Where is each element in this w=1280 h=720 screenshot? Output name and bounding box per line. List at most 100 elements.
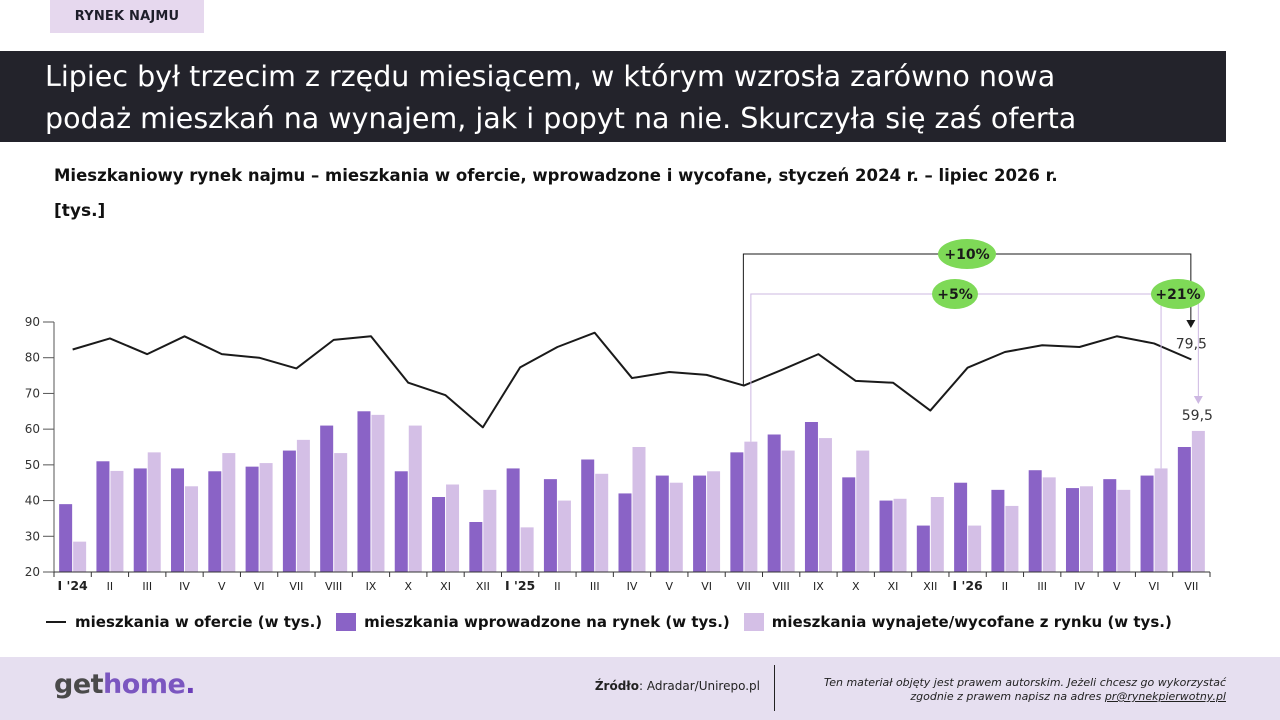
bar-introduced xyxy=(133,468,147,572)
legend-swatch-introduced xyxy=(336,613,357,631)
bar-withdrawn xyxy=(1042,477,1056,572)
arrow-offer xyxy=(1186,320,1196,328)
bar-introduced xyxy=(245,466,259,572)
label-offer-last: 79,5 xyxy=(1176,337,1207,353)
copyright-email-link[interactable]: pr@rynekpierwotny.pl xyxy=(1104,690,1226,703)
bar-withdrawn xyxy=(1117,489,1131,572)
bar-introduced xyxy=(59,504,73,572)
copyright-note: Ten materiał objęty jest prawem autorski… xyxy=(824,676,1226,704)
bar-withdrawn xyxy=(893,498,907,572)
bar-withdrawn xyxy=(557,500,571,572)
legend-item-introduced: mieszkania wprowadzone na rynek (w tys.) xyxy=(336,613,730,631)
bar-introduced xyxy=(208,471,222,572)
x-tick-label: II xyxy=(1002,580,1009,593)
bar-introduced xyxy=(1103,479,1117,572)
headline-line-1: Lipiec był trzecim z rzędu miesiącem, w … xyxy=(45,60,1056,93)
bar-withdrawn xyxy=(707,471,721,572)
y-tick-label-60: 60 xyxy=(25,422,40,436)
legend-label-line: mieszkania w ofercie (w tys.) xyxy=(75,613,323,631)
footer-divider xyxy=(774,665,775,711)
bar-introduced xyxy=(171,468,185,572)
bar-introduced xyxy=(991,489,1005,572)
footer: gethome. Źródło: Adradar/Unirepo.pl Ten … xyxy=(0,657,1280,720)
legend-item-line: mieszkania w ofercie (w tys.) xyxy=(46,613,322,631)
x-tick-label: I '25 xyxy=(505,578,535,593)
bar-introduced xyxy=(693,475,707,572)
x-tick-label: VI xyxy=(701,580,712,593)
bar-introduced xyxy=(1028,470,1042,572)
bar-withdrawn xyxy=(110,470,124,572)
bar-introduced xyxy=(357,411,371,572)
bar-withdrawn xyxy=(930,497,944,572)
bar-withdrawn xyxy=(595,473,609,572)
gethome-logo[interactable]: gethome. xyxy=(54,669,196,700)
bar-introduced xyxy=(1140,475,1154,572)
bar-introduced xyxy=(282,450,296,572)
y-tick-label-70: 70 xyxy=(25,386,40,400)
x-tick-label: VIII xyxy=(773,580,790,593)
badge-withdrawn-mom-bg xyxy=(1151,279,1205,309)
y-tick-label-80: 80 xyxy=(25,351,40,365)
bar-introduced xyxy=(320,425,334,572)
bar-withdrawn xyxy=(968,525,982,572)
copyright-line-2: zgodnie z prawem napisz na adres xyxy=(910,690,1105,703)
x-tick-label: I '26 xyxy=(952,578,983,593)
section-tag: RYNEK NAJMU xyxy=(50,0,204,33)
badge-offer-label: +10% xyxy=(944,247,989,263)
bar-withdrawn xyxy=(1079,486,1093,572)
legend-swatch-withdrawn xyxy=(743,613,764,631)
y-tick-label-30: 30 xyxy=(25,529,40,543)
bar-introduced xyxy=(879,500,893,572)
bar-introduced xyxy=(469,522,483,572)
x-tick-label: III xyxy=(1037,580,1047,593)
x-tick-label: VI xyxy=(1149,580,1160,593)
bar-withdrawn xyxy=(520,527,534,572)
bar-withdrawn xyxy=(632,447,646,572)
y-tick-label-50: 50 xyxy=(25,458,40,472)
bar-withdrawn xyxy=(296,439,310,572)
copyright-line-1: Ten materiał objęty jest prawem autorski… xyxy=(823,676,1226,689)
bar-introduced xyxy=(842,477,856,572)
label-withdrawn-last: 59,5 xyxy=(1182,408,1213,424)
x-tick-label: VIII xyxy=(325,580,342,593)
y-tick-label-20: 20 xyxy=(25,565,40,579)
x-tick-label: X xyxy=(404,580,412,593)
x-tick-label: III xyxy=(590,580,600,593)
bar-withdrawn xyxy=(73,541,87,572)
bar-introduced xyxy=(506,468,520,572)
x-tick-label: I '24 xyxy=(58,578,89,593)
bar-withdrawn xyxy=(259,463,273,572)
bar-withdrawn xyxy=(334,453,348,572)
x-tick-label: V xyxy=(218,580,226,593)
logo-part-home: home xyxy=(103,669,186,700)
bracket-offer xyxy=(742,253,1192,386)
legend-label-withdrawn: mieszkania wynajete/wycofane z rynku (w … xyxy=(771,613,1172,631)
bracket-withdrawn-yoy xyxy=(750,293,1199,442)
source-label: Źródło xyxy=(594,679,639,693)
x-tick-label: V xyxy=(666,580,674,593)
bar-introduced xyxy=(432,497,446,572)
y-tick-label-40: 40 xyxy=(25,494,40,508)
x-tick-label: VI xyxy=(254,580,265,593)
x-tick-label: VII xyxy=(737,580,751,593)
x-tick-label: XII xyxy=(923,580,937,593)
x-tick-label: IV xyxy=(1074,580,1085,593)
x-tick-label: IX xyxy=(366,580,377,593)
bar-withdrawn xyxy=(371,414,385,572)
x-tick-label: X xyxy=(852,580,860,593)
bar-withdrawn xyxy=(483,489,497,572)
x-tick-label: II xyxy=(554,580,561,593)
chart-legend: mieszkania w ofercie (w tys.) mieszkania… xyxy=(46,610,1186,634)
bar-introduced xyxy=(581,459,595,572)
bar-introduced xyxy=(618,493,632,572)
bar-introduced xyxy=(1065,488,1079,572)
chart-unit: [tys.] xyxy=(54,201,106,221)
logo-part-get: get xyxy=(54,669,104,700)
bar-withdrawn xyxy=(1005,505,1019,572)
x-tick-label: IV xyxy=(627,580,638,593)
bar-withdrawn xyxy=(408,425,422,572)
badge-withdrawn-yoy-bg xyxy=(932,279,978,309)
x-tick-label: IX xyxy=(813,580,824,593)
bar-withdrawn xyxy=(1154,468,1168,572)
